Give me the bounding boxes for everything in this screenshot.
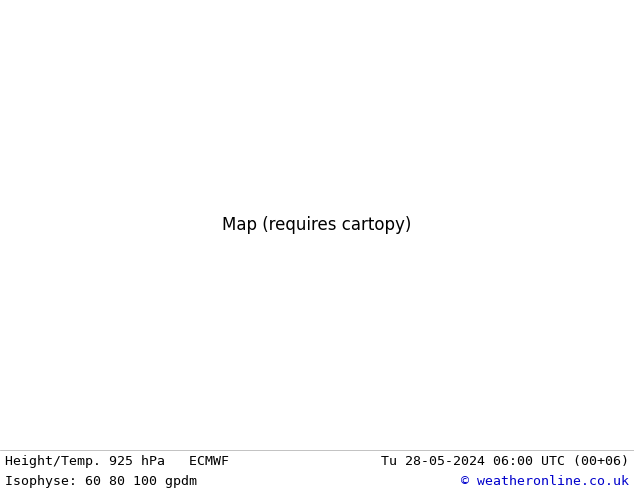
Text: Isophyse: 60 80 100 gpdm: Isophyse: 60 80 100 gpdm <box>5 475 197 488</box>
Text: Height/Temp. 925 hPa   ECMWF: Height/Temp. 925 hPa ECMWF <box>5 455 229 467</box>
Text: © weatheronline.co.uk: © weatheronline.co.uk <box>461 475 629 488</box>
Text: Map (requires cartopy): Map (requires cartopy) <box>223 216 411 234</box>
Text: Tu 28-05-2024 06:00 UTC (00+06): Tu 28-05-2024 06:00 UTC (00+06) <box>381 455 629 467</box>
